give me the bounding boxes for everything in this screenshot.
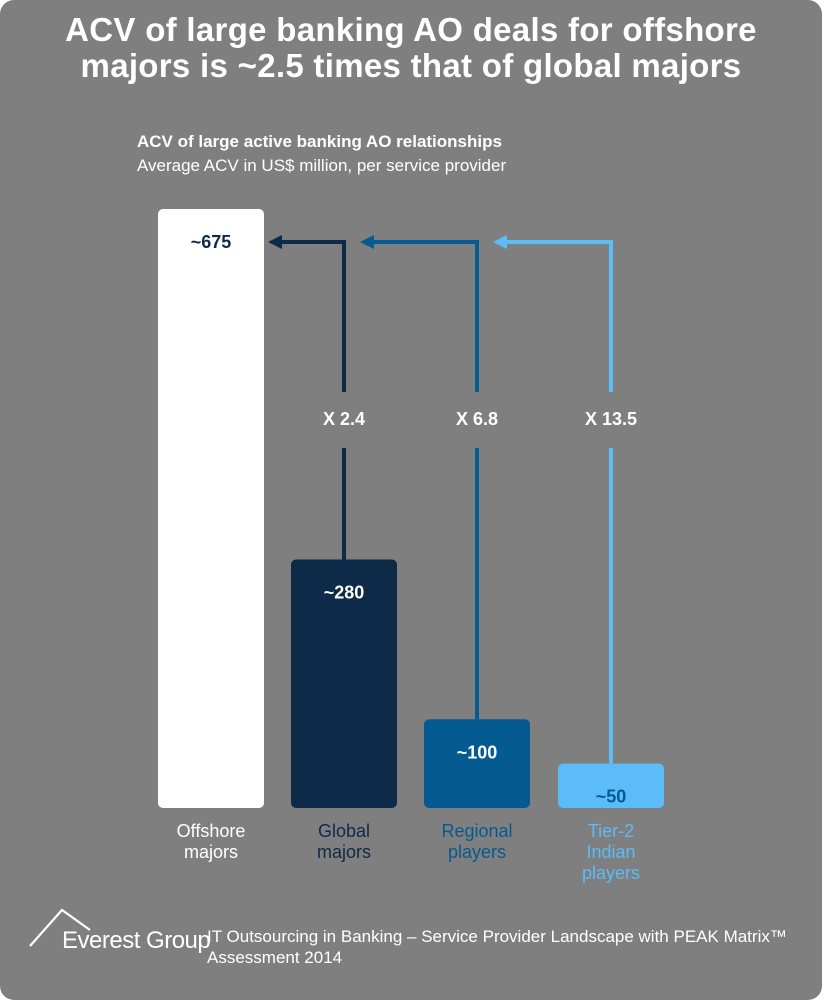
bar-2 <box>424 719 530 808</box>
logo-text: Everest Group <box>62 927 211 954</box>
bar-0 <box>158 209 264 808</box>
value-label-1: ~280 <box>324 583 365 603</box>
category-label-0: Offshore majors <box>176 821 246 862</box>
headline-line-2: majors is ~2.5 times that of global majo… <box>80 47 742 84</box>
multiplier-label-2: X 6.8 <box>456 409 498 429</box>
headline-line-1: ACV of large banking AO deals for offsho… <box>65 11 757 48</box>
connector-upper-2 <box>372 240 479 392</box>
everest-logo-icon <box>29 908 91 947</box>
value-label-2: ~100 <box>457 742 498 762</box>
category-label-3: Tier-2 Indian players <box>581 821 641 883</box>
value-label-3: ~50 <box>596 787 627 807</box>
category-label-1: Global majors <box>316 821 371 862</box>
chart-title: ACV of large active banking AO relations… <box>137 132 502 151</box>
value-label-0: ~675 <box>191 232 232 252</box>
arrowhead-2 <box>360 235 374 249</box>
connector-upper-1 <box>280 240 346 392</box>
chart-headline: ACV of large banking AO deals for offsho… <box>0 12 822 84</box>
multiplier-label-3: X 13.5 <box>585 409 637 429</box>
bar-3 <box>558 763 664 808</box>
connector-upper-3 <box>505 240 613 392</box>
category-label-2: Regional players <box>441 821 513 862</box>
chart-subtitle: Average ACV in US$ million, per service … <box>137 156 507 175</box>
footer-source: IT Outsourcing in Banking – Service Prov… <box>207 927 787 967</box>
arrowhead-1 <box>268 235 282 249</box>
bar-1 <box>291 559 397 808</box>
arrowhead-3 <box>493 235 507 249</box>
multiplier-label-1: X 2.4 <box>323 409 365 429</box>
